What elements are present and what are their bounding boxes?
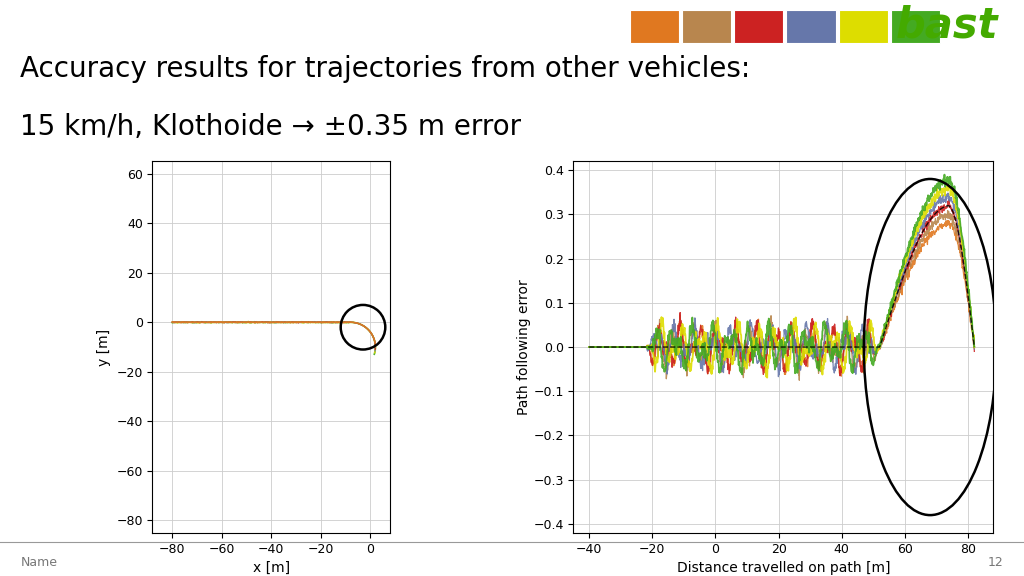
Bar [891,10,940,43]
X-axis label: Distance travelled on path [m]: Distance travelled on path [m] [677,561,890,575]
Text: bast: bast [896,5,998,47]
Bar [734,10,783,43]
X-axis label: x [m]: x [m] [253,561,290,575]
Text: 12: 12 [988,556,1004,570]
Bar [630,10,679,43]
Text: Name: Name [20,556,57,570]
Text: 15 km/h, Klothoide → ±0.35 m error: 15 km/h, Klothoide → ±0.35 m error [20,113,521,141]
Y-axis label: Path following error: Path following error [516,279,530,415]
Text: Accuracy results for trajectories from other vehicles:: Accuracy results for trajectories from o… [20,55,751,83]
Y-axis label: y [m]: y [m] [96,328,111,366]
Bar [786,10,836,43]
Bar [839,10,888,43]
Bar [682,10,731,43]
